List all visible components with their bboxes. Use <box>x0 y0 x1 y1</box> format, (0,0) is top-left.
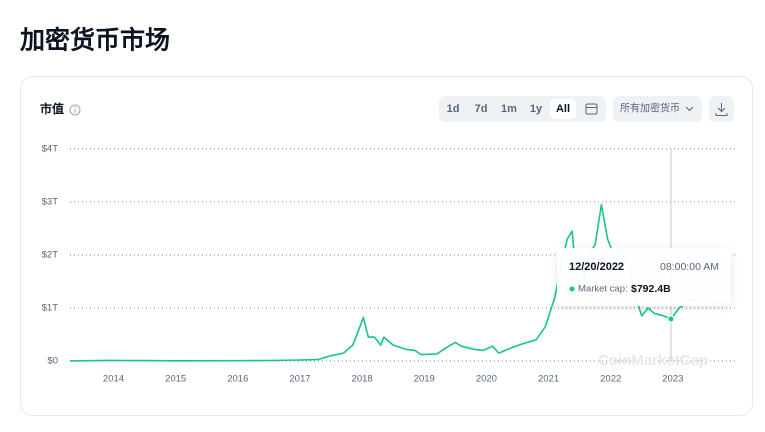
x-tick-label: 2014 <box>103 374 124 385</box>
download-icon <box>715 103 728 116</box>
x-tick-label: 2018 <box>352 374 373 385</box>
tooltip-dot <box>569 286 575 292</box>
tooltip-time: 08:00:00 AM <box>660 261 719 273</box>
x-tick-label: 2021 <box>538 374 559 385</box>
chart-label: 市值 <box>40 101 64 116</box>
range-button[interactable]: 1m <box>501 103 517 115</box>
x-tick-label: 2017 <box>289 374 310 385</box>
y-tick-label: $4T <box>42 144 59 155</box>
dropdown-label: 所有加密货币 <box>620 102 680 115</box>
calendar-button[interactable] <box>585 103 598 115</box>
watermark: CoinMarketCap <box>598 352 708 369</box>
x-tick-label: 2016 <box>227 374 248 385</box>
dropdown-caret <box>685 106 694 112</box>
x-tick-label: 2015 <box>165 374 186 385</box>
x-tick-label: 2022 <box>600 374 621 385</box>
tooltip-label: Market cap: <box>578 284 628 295</box>
range-active <box>550 99 576 119</box>
range-button[interactable]: 7d <box>475 103 488 115</box>
range-button[interactable]: 1y <box>530 103 543 115</box>
x-tick-label: 2020 <box>476 374 497 385</box>
range-button[interactable]: 1d <box>447 103 460 115</box>
y-tick-label: $0 <box>47 356 58 367</box>
y-tick-label: $1T <box>42 303 59 314</box>
tooltip-date: 12/20/2022 <box>569 261 624 273</box>
hover-point <box>667 315 675 323</box>
tooltip <box>557 248 731 306</box>
x-tick-label: 2019 <box>414 374 435 385</box>
page-title: 加密货币市场 <box>19 26 170 55</box>
range-button[interactable]: All <box>556 103 570 115</box>
range-group <box>439 96 606 122</box>
card <box>20 76 753 416</box>
x-tick-label: 2023 <box>662 374 683 385</box>
y-tick-label: $3T <box>42 197 59 208</box>
tooltip-value: $792.4B <box>631 283 671 295</box>
market-cap-line <box>69 203 728 362</box>
y-tick-label: $2T <box>42 250 59 261</box>
dropdown[interactable] <box>613 96 702 122</box>
info-icon[interactable] <box>69 104 81 116</box>
